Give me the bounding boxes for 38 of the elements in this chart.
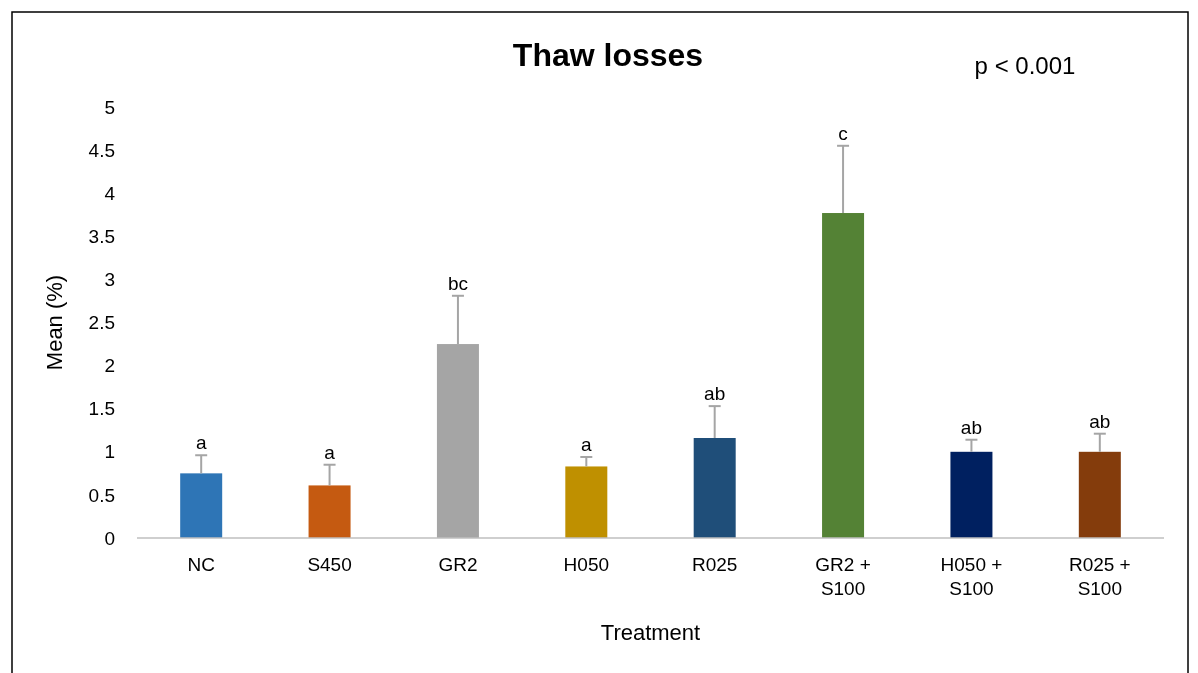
y-tick-label: 0 <box>104 527 115 549</box>
y-tick-label: 0.5 <box>88 484 115 506</box>
text: p < 0.001 <box>974 52 1076 79</box>
annotation: a <box>324 441 336 463</box>
bar <box>1078 451 1121 538</box>
annotation: ab <box>1089 410 1111 432</box>
bar <box>180 473 223 538</box>
y-tick-label: 3.5 <box>88 225 115 247</box>
y-tick-label: 1.5 <box>88 398 115 420</box>
y-tick-label: 1 <box>104 441 115 463</box>
bar <box>822 213 865 538</box>
bar <box>308 485 351 538</box>
x-tick-label: NC <box>187 554 215 575</box>
y-tick-label: 5 <box>104 96 115 118</box>
x-tick-label: R025 + S100 <box>1068 554 1131 599</box>
bar <box>693 438 736 538</box>
x-tick-label: S450 <box>307 554 352 575</box>
annotation: a <box>581 433 593 455</box>
annotation: bc <box>447 272 468 294</box>
annotation: ab <box>704 383 726 405</box>
annotation: a <box>195 432 207 454</box>
x-tick-label: R025 <box>691 554 738 575</box>
y-tick-label: 4.5 <box>88 139 115 161</box>
y-axis-title: Mean (%) <box>42 274 67 371</box>
bar <box>950 451 993 538</box>
annotation: ab <box>960 416 983 438</box>
x-tick-label: H050 <box>563 554 610 575</box>
y-tick-label: 3 <box>104 269 115 291</box>
y-tick-label: 2 <box>104 355 115 377</box>
y-tick-label: 2.5 <box>88 312 115 334</box>
chart-title: Thaw losses <box>512 37 704 73</box>
x-tick-label: GR2 + S100 <box>815 554 871 599</box>
x-tick-label: GR2 <box>438 554 478 575</box>
annotation: c <box>838 122 848 144</box>
y-tick-label: 4 <box>104 182 116 204</box>
bar <box>565 466 608 538</box>
x-tick-label: H050 + S100 <box>940 554 1003 599</box>
x-axis-title: Treatment <box>600 620 701 645</box>
